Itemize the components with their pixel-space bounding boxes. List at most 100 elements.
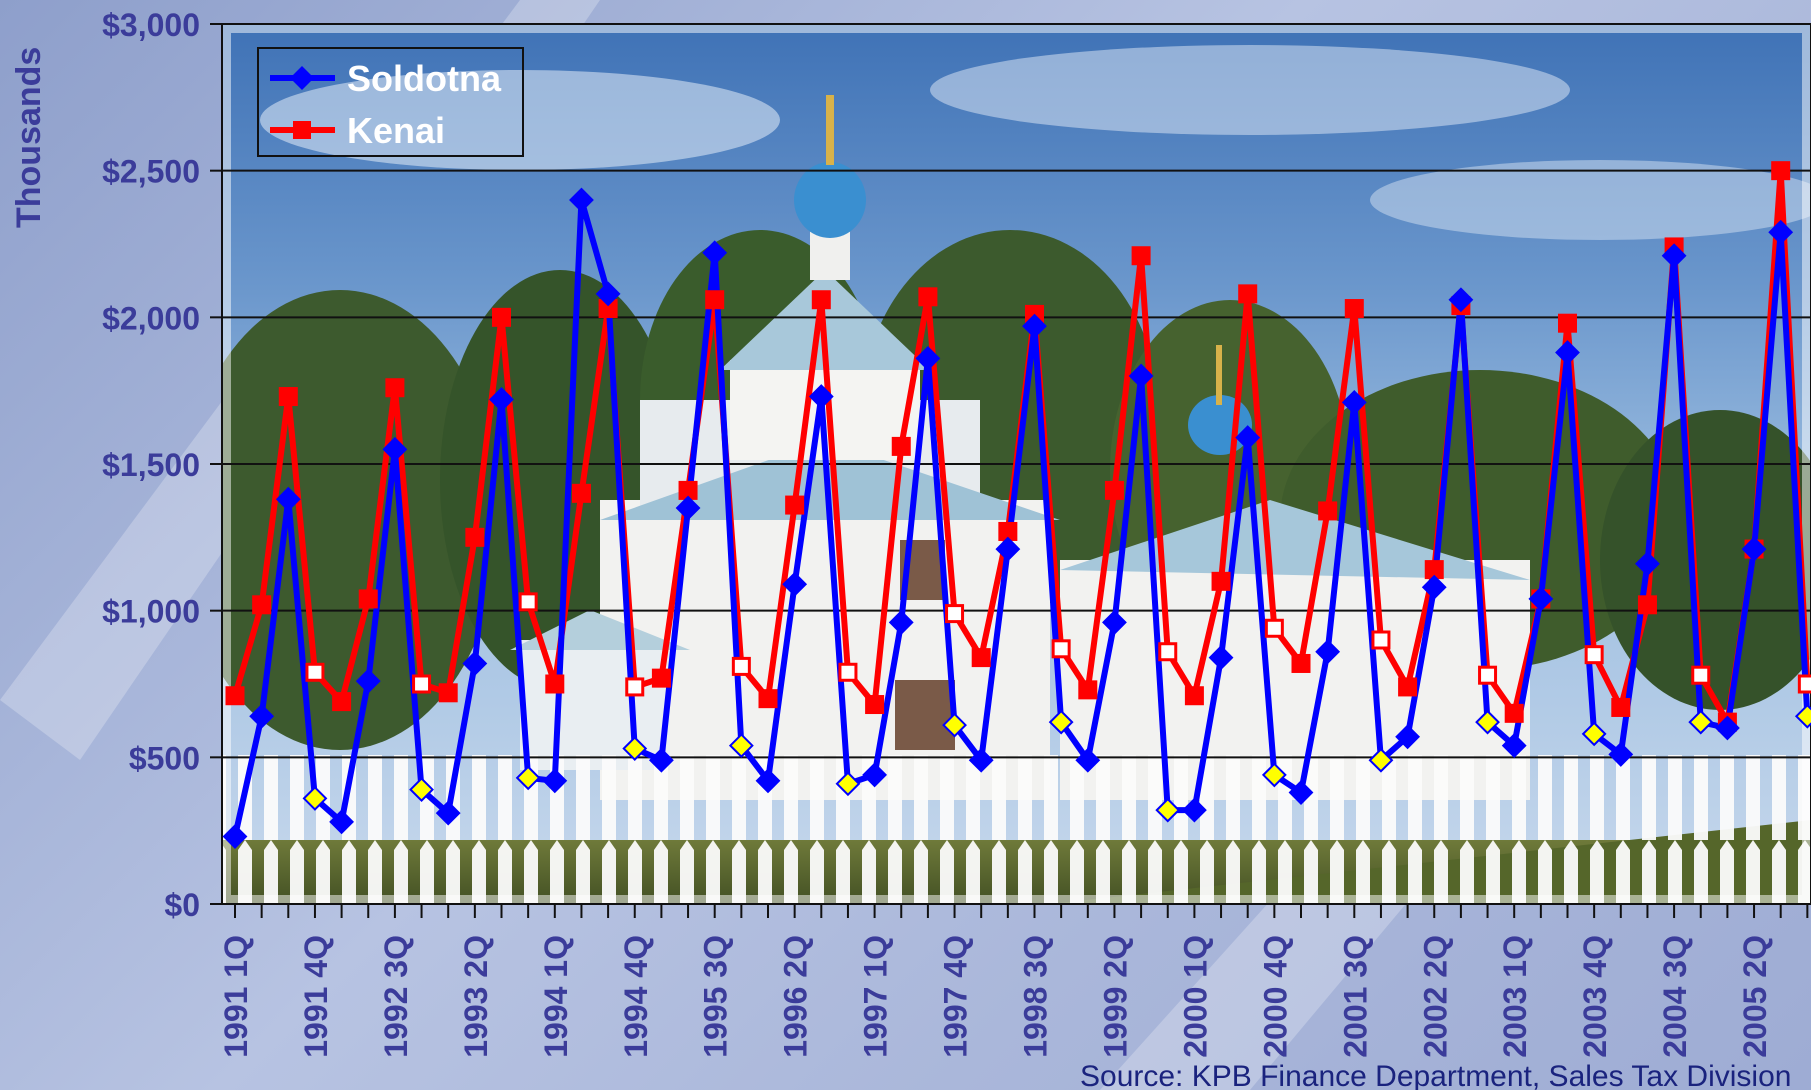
kenai-point xyxy=(492,307,511,327)
kenai-point xyxy=(305,662,325,682)
y-axis: $0 $500 $1,000 $1,500 $2,000 $2,500 $3,000 xyxy=(102,7,222,923)
legend-marker-kenai xyxy=(293,121,311,139)
kenai-point xyxy=(518,592,538,612)
kenai-point xyxy=(1131,246,1151,266)
x-tick-label: 1997 4Q xyxy=(938,935,974,1058)
kenai-point xyxy=(332,692,352,712)
soldotna-point xyxy=(515,765,541,791)
y-tick-label: $1,000 xyxy=(102,594,200,630)
soldotna-point xyxy=(542,768,568,794)
soldotna-point xyxy=(595,281,621,307)
kenai-point xyxy=(1104,480,1124,500)
y-tick-label: $3,000 xyxy=(102,7,200,43)
x-tick-label: 1996 2Q xyxy=(778,935,814,1058)
x-tick-label: 1991 4Q xyxy=(298,935,334,1058)
x-tick-label: 1992 3Q xyxy=(378,935,414,1058)
soldotna-point xyxy=(648,747,674,773)
kenai-point xyxy=(1344,299,1364,319)
soldotna-point xyxy=(1128,363,1154,389)
kenai-point xyxy=(731,656,751,676)
soldotna-point xyxy=(1102,609,1127,635)
soldotna-point xyxy=(462,651,488,676)
kenai-point xyxy=(1478,665,1498,685)
kenai-point xyxy=(412,674,432,694)
x-tick-label: 2003 1Q xyxy=(1497,935,1533,1058)
kenai-point xyxy=(1211,571,1231,591)
x-axis: 1991 1Q 1991 4Q 1992 3Q 1993 2Q 1994 1Q 1994 … xyxy=(218,904,1809,1058)
soldotna-point xyxy=(302,785,328,811)
soldotna-point xyxy=(1608,741,1634,767)
soldotna-point xyxy=(1581,721,1607,747)
soldotna-point xyxy=(409,777,434,803)
kenai-point xyxy=(1078,680,1098,700)
soldotna-point xyxy=(329,809,355,835)
kenai-point xyxy=(1051,639,1071,659)
x-tick-label: 2000 1Q xyxy=(1177,935,1213,1058)
kenai-point xyxy=(651,668,671,688)
kenai-point xyxy=(1371,630,1391,650)
y-tick-label: $2,500 xyxy=(102,154,200,190)
soldotna-point xyxy=(1421,574,1447,600)
kenai-point xyxy=(891,436,911,456)
y-tick-label: $2,000 xyxy=(102,300,200,336)
kenai-point xyxy=(1318,501,1338,521)
soldotna-point xyxy=(1661,243,1687,269)
kenai-point xyxy=(545,674,565,694)
y-tick-label: $1,500 xyxy=(102,447,200,483)
x-tick-label: 2002 2Q xyxy=(1417,935,1453,1058)
soldotna-point xyxy=(728,733,754,759)
soldotna-point xyxy=(888,609,914,635)
kenai-point xyxy=(785,495,805,515)
soldotna-point xyxy=(1075,747,1101,773)
soldotna-point xyxy=(382,436,408,462)
soldotna-point xyxy=(755,768,781,794)
kenai-point xyxy=(1291,653,1311,673)
soldotna-point xyxy=(1155,797,1181,823)
soldotna-point xyxy=(968,747,994,773)
x-tick-label: 1998 3Q xyxy=(1018,935,1054,1058)
kenai-point xyxy=(1771,161,1791,181)
soldotna-point xyxy=(489,387,514,412)
soldotna-point xyxy=(222,824,248,849)
kenai-point xyxy=(865,695,885,715)
kenai-point xyxy=(1797,674,1811,694)
kenai-point xyxy=(1184,686,1204,706)
soldotna-point xyxy=(355,668,381,694)
soldotna-point xyxy=(1368,747,1394,773)
soldotna-point xyxy=(435,800,461,826)
soldotna-point xyxy=(1555,340,1580,365)
soldotna-point xyxy=(1714,715,1740,741)
kenai-point xyxy=(438,683,458,703)
soldotna-point xyxy=(1048,709,1074,735)
soldotna-point xyxy=(1181,797,1207,823)
kenai-point xyxy=(358,589,378,609)
x-tick-label: 1995 3Q xyxy=(698,935,734,1058)
soldotna-point xyxy=(275,486,301,512)
soldotna-point xyxy=(1315,639,1341,665)
kenai-point xyxy=(1691,665,1711,685)
x-tick-label: 1994 4Q xyxy=(618,935,654,1058)
kenai-point xyxy=(278,387,298,407)
soldotna-point xyxy=(1741,536,1767,562)
soldotna-point xyxy=(1688,709,1714,735)
soldotna-point xyxy=(995,536,1021,562)
x-tick-label: 1999 2Q xyxy=(1097,935,1133,1058)
soldotna-point xyxy=(1022,313,1047,339)
kenai-point xyxy=(571,483,591,503)
soldotna-point xyxy=(1794,703,1811,729)
kenai-point xyxy=(811,290,831,310)
y-tick-label: $0 xyxy=(164,887,200,923)
kenai-point xyxy=(252,595,272,615)
soldotna-point xyxy=(942,712,967,738)
soldotna-point xyxy=(569,187,594,213)
soldotna-point xyxy=(1208,645,1234,671)
soldotna-point xyxy=(1261,762,1287,788)
legend-marker-soldotna xyxy=(290,66,314,90)
soldotna-point xyxy=(782,571,808,597)
kenai-point xyxy=(1637,595,1657,615)
soldotna-point xyxy=(862,762,888,788)
legend-label-kenai: Kenai xyxy=(347,110,445,151)
kenai-point xyxy=(1558,313,1577,333)
kenai-point xyxy=(1158,642,1178,662)
